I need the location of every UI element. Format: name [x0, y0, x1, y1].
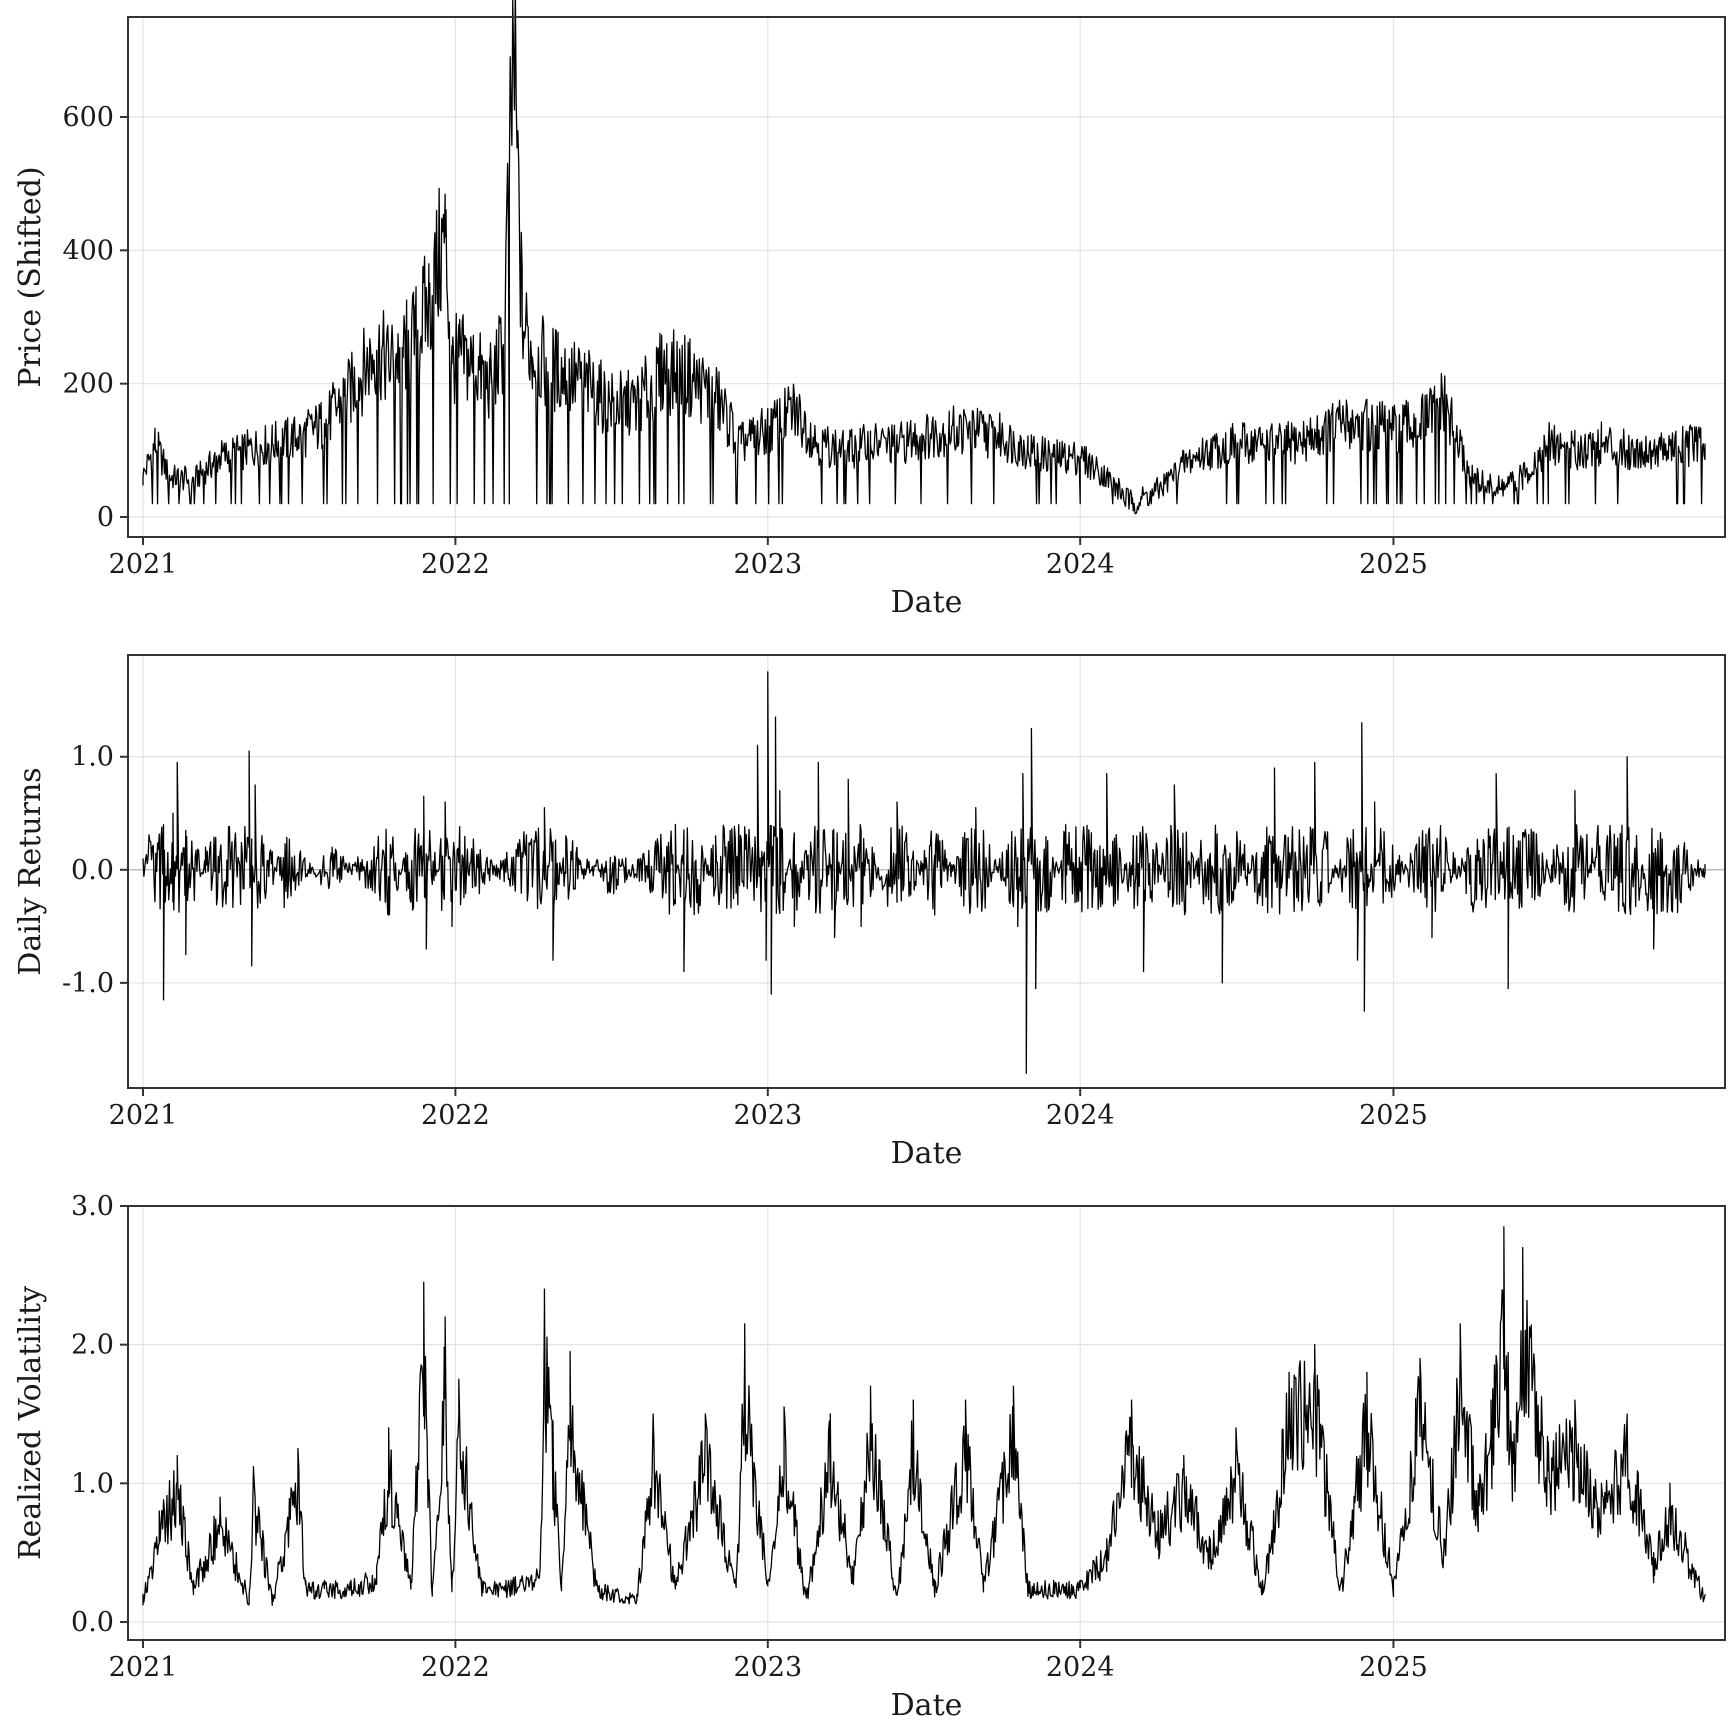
y-tick-label-0: -1.0: [62, 968, 114, 999]
plot-frame: [127, 654, 1726, 1089]
series-line: [142, 671, 1706, 1074]
price-panel: 2021 2022 2023 2024 2025 0 200 400 600 Date Price …: [13, 0, 1726, 620]
plot-frame: [127, 16, 1726, 538]
series-line: [142, 0, 1706, 515]
y-tick-label-2: 1.0: [71, 742, 114, 773]
y-tick-label-0: 0.0: [71, 1607, 114, 1638]
y-tick-label-3: 600: [62, 102, 114, 133]
y-tick-label-1: 200: [62, 369, 114, 400]
x-tick-label-2024: 2024: [1046, 1100, 1115, 1131]
x-tick-label-2025: 2025: [1359, 549, 1428, 580]
x-tick-label-2022: 2022: [421, 549, 490, 580]
x-tick-label-2023: 2023: [733, 549, 802, 580]
y-tick-label-2: 400: [62, 235, 114, 266]
y-tick-label-3: 3.0: [71, 1191, 114, 1222]
y-tick-label-1: 1.0: [71, 1468, 114, 1499]
x-tick-label-2023: 2023: [733, 1652, 802, 1683]
y-axis-title: Price (Shifted): [13, 166, 48, 387]
x-tick-label-2023: 2023: [733, 1100, 802, 1131]
plot-frame: [127, 1205, 1726, 1641]
y-tick-label-0: 0: [97, 502, 114, 533]
gridlines: [128, 17, 1725, 537]
x-tick-label-2025: 2025: [1359, 1100, 1428, 1131]
x-tick-label-2022: 2022: [421, 1652, 490, 1683]
y-axis-title: Realized Volatility: [13, 1286, 48, 1560]
y-tick-label-1: 0.0: [71, 855, 114, 886]
y-tick-label-2: 2.0: [71, 1330, 114, 1361]
x-tick-label-2024: 2024: [1046, 549, 1115, 580]
series-line: [142, 1226, 1706, 1606]
x-tick-label-2022: 2022: [421, 1100, 490, 1131]
x-axis-title: Date: [891, 1688, 963, 1723]
y-axis-title: Daily Returns: [13, 767, 48, 975]
daily-returns-panel: 2021 2022 2023 2024 2025 -1.0 0.0 1.0 Date Daily …: [13, 654, 1726, 1171]
x-tick-label-2025: 2025: [1359, 1652, 1428, 1683]
x-axis-title: Date: [891, 585, 963, 620]
x-tick-label-2021: 2021: [109, 1100, 178, 1131]
x-tick-label-2021: 2021: [109, 549, 178, 580]
gridlines: [128, 1205, 1725, 1640]
x-tick-label-2024: 2024: [1046, 1652, 1115, 1683]
realized-volatility-panel: 2021 2022 2023 2024 2025 0.0 1.0 2.0 3.0 Date Real…: [13, 1191, 1726, 1723]
x-axis-title: Date: [891, 1136, 963, 1171]
x-tick-label-2021: 2021: [109, 1652, 178, 1683]
